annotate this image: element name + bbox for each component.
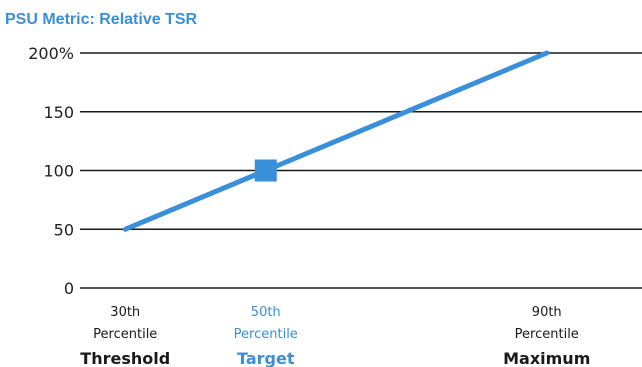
y-tick-label: 0 xyxy=(64,279,74,298)
chart-title: PSU Metric: Relative TSR xyxy=(5,11,198,28)
x-label-rank: 30th xyxy=(110,305,140,320)
x-label-percentile: Percentile xyxy=(93,327,157,342)
x-label-name: Threshold xyxy=(80,349,170,367)
x-label-rank: 50th xyxy=(251,305,281,320)
x-label-rank: 90th xyxy=(532,305,562,320)
target-marker xyxy=(254,159,277,182)
series-line xyxy=(122,50,550,232)
y-tick-label: 150 xyxy=(43,103,74,122)
x-label-percentile: Percentile xyxy=(234,327,298,342)
x-label-name: Maximum xyxy=(503,349,590,367)
x-label-percentile: Percentile xyxy=(515,327,579,342)
y-tick-label: 200% xyxy=(28,44,74,63)
y-tick-label: 100 xyxy=(43,162,74,181)
x-label-name: Target xyxy=(237,349,295,367)
y-tick-label: 50 xyxy=(54,220,74,239)
